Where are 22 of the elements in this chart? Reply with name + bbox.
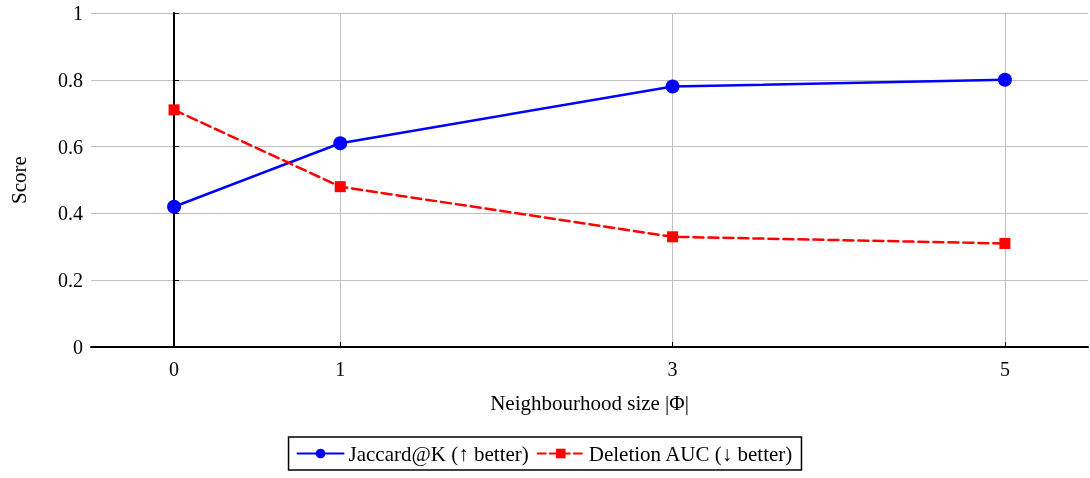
y-axis-title: Score (6, 156, 31, 204)
x-axis-title: Neighbourhood size |Φ| (490, 390, 689, 415)
point (167, 199, 182, 214)
point (665, 79, 680, 94)
point (999, 237, 1011, 249)
x-tick-label: 3 (667, 358, 678, 380)
point (997, 72, 1012, 87)
x-tick-label: 0 (169, 358, 180, 380)
point (334, 181, 346, 193)
point (667, 231, 679, 243)
y-tick-label: 0.8 (58, 68, 83, 91)
legend-label: Deletion AUC (↓ better) (588, 441, 793, 466)
point (333, 136, 348, 151)
point (168, 104, 180, 116)
y-tick-label: 0 (73, 336, 83, 358)
y-tick-label: 0.4 (58, 202, 83, 225)
y-tick-label: 0.6 (58, 135, 83, 158)
x-tick-label: 1 (335, 358, 346, 380)
y-tick-label: 1 (73, 2, 83, 24)
x-tick-label: 5 (999, 358, 1010, 380)
y-tick-label: 0.2 (58, 269, 83, 292)
legend-label: Jaccard@K (↑ better) (348, 441, 529, 466)
